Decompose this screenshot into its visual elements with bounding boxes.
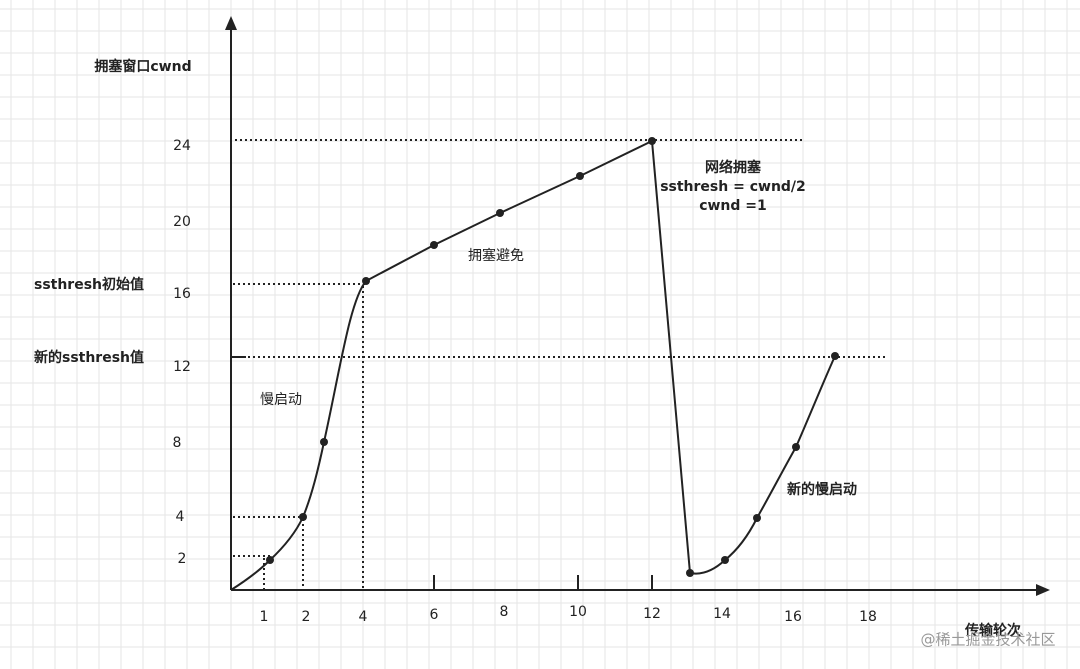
point [320,438,328,446]
side-label: ssthresh初始值 [34,276,144,293]
point [831,352,839,360]
x-tick-label: 12 [643,606,661,622]
y-tick-label: 4 [176,509,185,525]
x-tick-label: 1 [260,609,269,625]
point [299,513,307,521]
x-tick-label: 2 [302,609,311,625]
y-arrow [225,16,237,30]
y-tick-label: 2 [178,551,187,567]
point [430,241,438,249]
x-tick-label: 14 [713,606,731,622]
y-tick-label: 16 [173,286,191,302]
x-arrow [1036,584,1050,596]
y-tick-label: 8 [173,435,182,451]
point [753,514,761,522]
y-tick-label: 20 [173,214,191,230]
point [362,277,370,285]
annotation: 拥塞避免 [468,247,524,264]
x-tick-label: 16 [784,609,802,625]
x-tick-label: 6 [430,607,439,623]
point [792,443,800,451]
point [721,556,729,564]
x-tick-label: 4 [359,609,368,625]
point [686,569,694,577]
x-tick-label: 10 [569,604,587,620]
x-tick-label: 18 [859,609,877,625]
point [576,172,584,180]
annotation: ssthresh = cwnd/2 [660,179,806,195]
point [266,556,274,564]
annotation: 慢启动 [260,391,302,408]
annotation: 网络拥塞 [705,159,762,176]
y-axis-title: 拥塞窗口cwnd [94,58,191,75]
watermark: @稀土掘金技术社区 [920,631,1055,649]
point [648,137,656,145]
y-tick-label: 12 [173,359,191,375]
annotation: cwnd =1 [699,198,767,214]
annotation: 新的慢启动 [787,481,857,498]
x-axis-title: 传输轮次 [964,622,1021,639]
x-tick-label: 8 [500,604,509,620]
y-tick-label: 24 [173,138,191,154]
point [496,209,504,217]
points [266,137,839,577]
side-label: 新的ssthresh值 [34,349,144,366]
